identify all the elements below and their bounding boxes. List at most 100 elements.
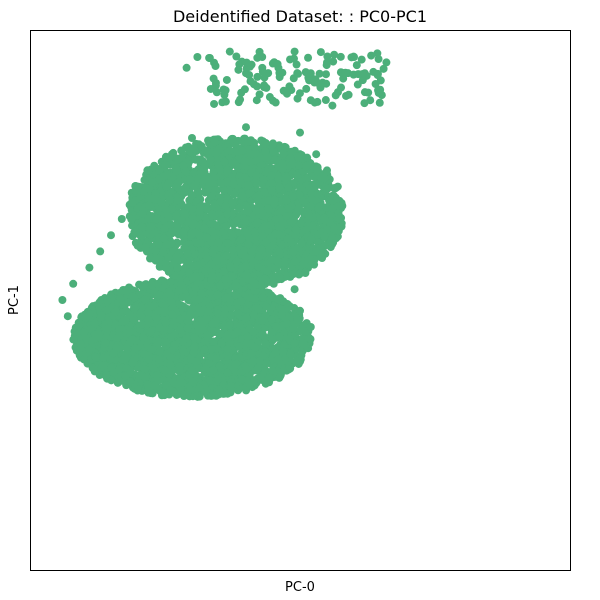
data-point [155, 290, 164, 299]
data-point [198, 325, 207, 334]
data-point [225, 321, 234, 330]
data-point [223, 293, 232, 302]
data-point [150, 381, 159, 390]
data-point [107, 363, 116, 372]
data-point [223, 389, 232, 398]
data-point [235, 203, 244, 212]
data-point [234, 309, 243, 318]
data-point [85, 345, 94, 354]
data-point [289, 325, 298, 334]
data-point [279, 347, 288, 356]
data-point [185, 313, 194, 322]
data-point [89, 364, 98, 373]
data-point [261, 339, 270, 348]
data-point [193, 261, 202, 270]
data-point [154, 307, 163, 316]
data-point [258, 330, 267, 339]
data-point [146, 302, 155, 311]
data-point [275, 373, 284, 382]
data-point [245, 380, 254, 389]
data-point [294, 152, 303, 161]
data-point [293, 316, 302, 325]
data-point [242, 313, 251, 322]
data-point [243, 332, 252, 341]
data-point [198, 319, 207, 328]
data-point [136, 310, 145, 319]
data-point [128, 292, 137, 301]
data-point [181, 183, 190, 192]
data-point [211, 354, 220, 363]
data-point [161, 318, 170, 327]
data-point [217, 339, 226, 348]
data-point [207, 345, 216, 354]
data-point [265, 374, 274, 383]
data-point [141, 295, 150, 304]
data-point [148, 345, 157, 354]
data-point [231, 281, 240, 290]
data-point [115, 288, 124, 297]
data-point [168, 310, 177, 319]
data-point [140, 349, 149, 358]
data-point [226, 381, 235, 390]
data-point [155, 348, 164, 357]
data-point [280, 356, 289, 365]
data-point [76, 340, 85, 349]
data-point [285, 334, 294, 343]
data-point [223, 210, 232, 219]
data-point [246, 293, 255, 302]
data-point [91, 330, 100, 339]
data-point [208, 320, 217, 329]
data-point [84, 311, 93, 320]
data-point [166, 353, 175, 362]
data-point [128, 335, 137, 344]
data-point [126, 367, 135, 376]
data-point [116, 294, 125, 303]
data-point [166, 277, 175, 286]
data-point [138, 209, 147, 218]
data-point [140, 365, 149, 374]
chart-title: Deidentified Dataset: : PC0-PC1 [173, 7, 427, 26]
data-point [279, 341, 288, 350]
data-point [183, 324, 192, 333]
data-point [160, 305, 169, 314]
data-point [123, 298, 132, 307]
data-point [98, 361, 107, 370]
data-point [177, 280, 186, 289]
data-point [205, 376, 214, 385]
data-point [109, 349, 118, 358]
data-point [275, 332, 284, 341]
data-point [103, 296, 112, 305]
data-point [179, 390, 188, 399]
data-point [179, 347, 188, 356]
data-point [131, 344, 140, 353]
data-point [125, 310, 134, 319]
data-point [175, 177, 184, 186]
data-point [306, 335, 315, 344]
data-point [204, 307, 213, 316]
data-point [274, 174, 283, 183]
data-point [156, 387, 165, 396]
data-point [258, 316, 267, 325]
data-point [189, 348, 198, 357]
data-point [173, 263, 182, 272]
data-point [190, 333, 199, 342]
data-point [195, 383, 204, 392]
data-point [223, 239, 232, 248]
data-point [335, 214, 344, 223]
data-point [166, 386, 175, 395]
data-point [176, 325, 185, 334]
data-point [130, 304, 139, 313]
data-point [301, 327, 310, 336]
data-point [174, 286, 183, 295]
data-point [214, 390, 223, 399]
data-point [118, 355, 127, 364]
data-point [249, 357, 258, 366]
data-point [214, 375, 223, 384]
data-point [235, 342, 244, 351]
data-point [242, 365, 251, 374]
point-layer [58, 47, 391, 401]
data-point [102, 306, 111, 315]
data-point [255, 357, 264, 366]
data-point [115, 331, 124, 340]
